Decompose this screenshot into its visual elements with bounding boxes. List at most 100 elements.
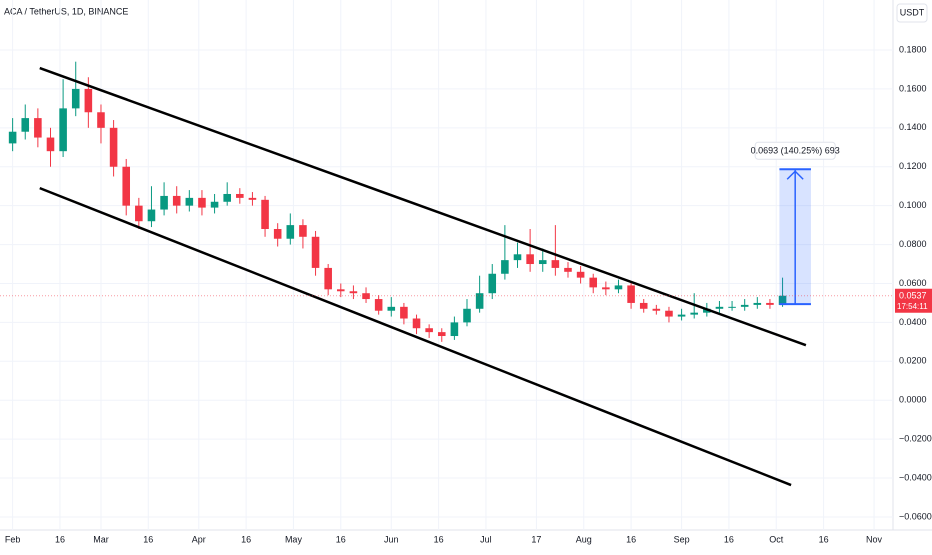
y-tick-label: 0.0800 xyxy=(899,239,927,249)
currency-label[interactable]: USDT xyxy=(900,7,925,17)
candle-body xyxy=(538,260,547,265)
candle-body xyxy=(602,287,610,290)
countdown-label: 17:54:11 xyxy=(897,302,928,311)
x-tick-label: 16 xyxy=(626,534,636,544)
y-tick-label: −0.0200 xyxy=(899,434,932,444)
trend-line xyxy=(39,66,807,347)
x-tick-label: 16 xyxy=(336,534,346,544)
candle-body xyxy=(387,306,396,311)
candle-body xyxy=(337,289,345,292)
candle-body xyxy=(614,285,623,290)
measure-label: 0.0693 (140.25%) 693 xyxy=(751,146,840,156)
candle-body xyxy=(753,302,762,305)
candle-body xyxy=(677,314,686,317)
x-tick-label: Nov xyxy=(866,534,883,544)
candle-body xyxy=(488,273,497,294)
candle-body xyxy=(412,318,421,329)
candle-body xyxy=(299,225,307,237)
candle-body xyxy=(450,322,459,337)
y-tick-label: 0.0200 xyxy=(899,356,927,366)
candle-body xyxy=(349,291,358,294)
candle-body xyxy=(8,131,17,144)
y-tick-label: −0.0600 xyxy=(899,511,932,521)
x-tick-label: Feb xyxy=(5,534,21,544)
last-price-label: 0.0537 xyxy=(899,291,927,301)
x-tick-label: Jun xyxy=(384,534,399,544)
y-tick-label: 0.1800 xyxy=(899,44,927,54)
candle-body xyxy=(576,271,585,278)
x-tick-label: 17 xyxy=(531,534,541,544)
candle-body xyxy=(34,118,42,138)
y-tick-label: 0.1000 xyxy=(899,200,927,210)
candle-body xyxy=(551,260,560,268)
x-tick-label: Apr xyxy=(192,534,206,544)
x-tick-label: Jul xyxy=(480,534,492,544)
candle-body xyxy=(400,306,408,319)
candle-body xyxy=(21,118,30,132)
candle-body xyxy=(286,225,295,239)
candle-body xyxy=(84,88,93,113)
candle-body xyxy=(463,308,471,323)
currency-button[interactable] xyxy=(896,3,928,23)
candle-body xyxy=(71,88,80,109)
last-price-box xyxy=(895,288,932,313)
candle-body xyxy=(589,277,598,288)
candle-body xyxy=(564,267,572,272)
y-tick-label: 0.0400 xyxy=(899,317,927,327)
candle-body xyxy=(122,166,131,206)
y-tick-label: −0.0400 xyxy=(899,472,932,482)
candle-body xyxy=(690,312,698,315)
candle-body xyxy=(728,306,736,308)
x-tick-label: 16 xyxy=(724,534,734,544)
candle-body xyxy=(652,308,661,311)
candle-body xyxy=(766,302,774,305)
candle-body xyxy=(526,254,534,265)
y-tick-label: 0.1600 xyxy=(899,83,927,93)
candle-body xyxy=(109,127,118,167)
candle-body xyxy=(324,267,332,290)
candle-body xyxy=(223,193,231,202)
candle-body xyxy=(501,260,509,274)
candle-body xyxy=(513,254,522,261)
candle-body xyxy=(627,285,635,303)
x-tick-label: Aug xyxy=(576,534,592,544)
x-tick-label: 16 xyxy=(143,534,153,544)
candle-body xyxy=(185,197,194,206)
x-tick-label: 16 xyxy=(819,534,829,544)
candle-body xyxy=(475,293,484,309)
x-tick-label: Sep xyxy=(674,534,690,544)
candle-body xyxy=(740,304,749,307)
x-tick-label: Oct xyxy=(769,534,784,544)
candle-body xyxy=(273,229,282,239)
candle-body xyxy=(236,193,244,198)
y-tick-label: 0.1400 xyxy=(899,122,927,132)
candle-body xyxy=(665,310,673,317)
trend-line xyxy=(39,186,792,487)
x-tick-label: Mar xyxy=(93,534,109,544)
x-tick-label: 16 xyxy=(55,534,65,544)
y-tick-label: 0.0600 xyxy=(899,278,927,288)
x-tick-label: 16 xyxy=(241,534,251,544)
candle-body xyxy=(210,201,219,208)
chart-title: ACA / TetherUS, 1D, BINANCE xyxy=(4,6,128,16)
candle-body xyxy=(261,199,269,230)
candle-body xyxy=(135,205,143,222)
grid xyxy=(0,0,893,530)
y-tick-label: 0.1200 xyxy=(899,161,927,171)
candle-body xyxy=(59,108,67,152)
candle-body xyxy=(437,332,446,337)
candle-body xyxy=(703,308,711,313)
x-tick-label: 16 xyxy=(434,534,444,544)
candle-body xyxy=(160,195,168,210)
measure-arrowhead xyxy=(786,170,804,180)
candle-body xyxy=(97,112,105,128)
candle-body xyxy=(425,328,433,333)
candle-body xyxy=(198,197,206,208)
x-tick-label: May xyxy=(285,534,303,544)
candle-body xyxy=(311,236,320,268)
candle-body xyxy=(639,302,648,309)
candle-body xyxy=(172,195,181,206)
measure-label-box xyxy=(754,141,836,160)
y-tick-label: 0.0000 xyxy=(899,395,927,405)
